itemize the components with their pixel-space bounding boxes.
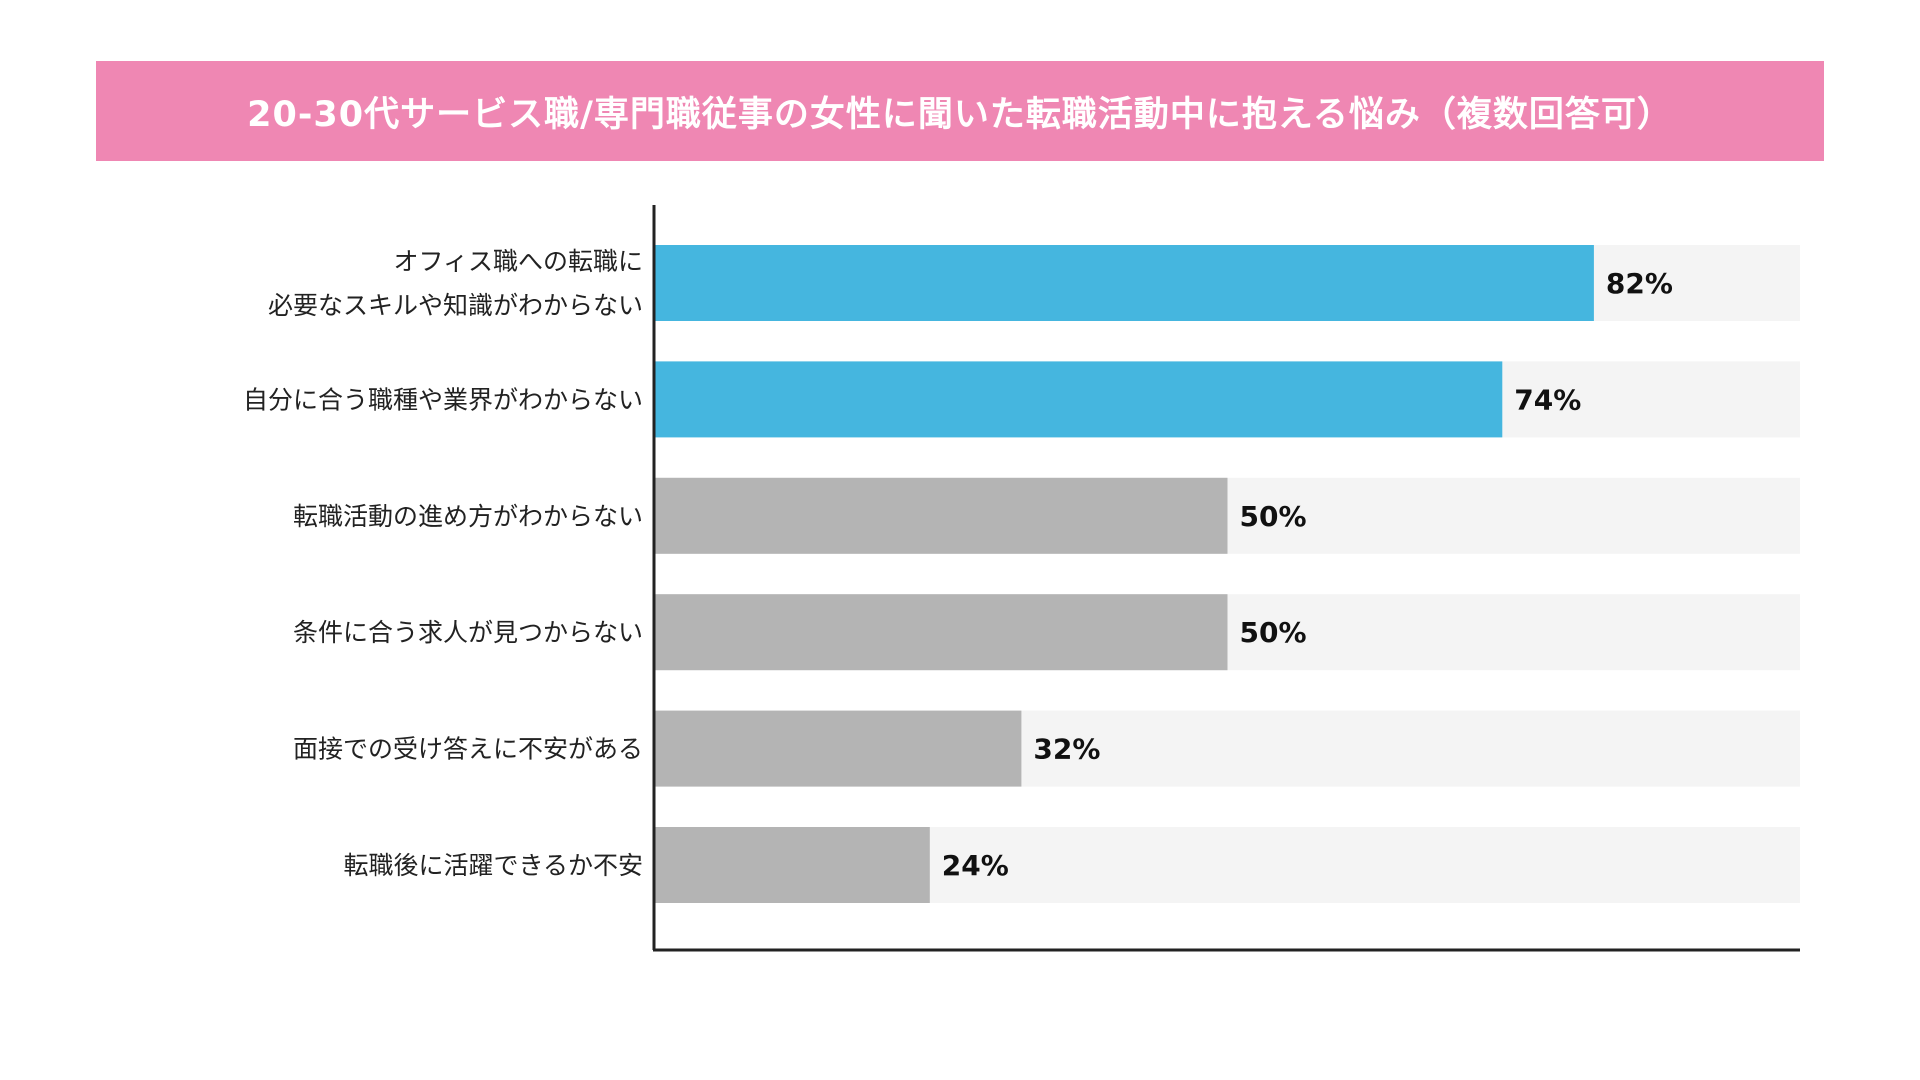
value-label: 50% [1240, 500, 1307, 533]
value-label: 24% [942, 849, 1009, 882]
chart-title: 20-30代サービス職/専門職従事の女性に聞いた転職活動中に抱える悩み（複数回答… [247, 94, 1673, 135]
category-label: オフィス職への転職に [393, 247, 643, 276]
category-label: 条件に合う求人が見つからない [293, 618, 643, 647]
value-label: 32% [1033, 733, 1100, 766]
value-label: 82% [1606, 267, 1673, 300]
category-label: 転職後に活躍できるか不安 [343, 851, 643, 880]
bar [655, 594, 1228, 671]
category-label: 自分に合う職種や業界がわからない [243, 385, 643, 414]
title-banner: 20-30代サービス職/専門職従事の女性に聞いた転職活動中に抱える悩み（複数回答… [96, 61, 1824, 161]
value-label: 50% [1240, 616, 1307, 649]
category-label: 面接での受け答えに不安がある [293, 735, 643, 764]
category-label: 転職活動の進め方がわからない [293, 502, 643, 531]
bar [655, 245, 1594, 321]
bar [655, 477, 1228, 554]
category-label: 必要なスキルや知識がわからない [268, 291, 643, 320]
bar [655, 827, 930, 903]
value-label: 74% [1514, 383, 1581, 416]
bar [655, 710, 1022, 787]
bar [655, 361, 1503, 438]
